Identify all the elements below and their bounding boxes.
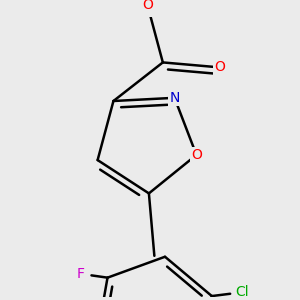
Text: O: O [214, 60, 225, 74]
Text: O: O [142, 0, 153, 12]
Text: F: F [77, 267, 85, 281]
Text: O: O [191, 148, 202, 162]
Text: Cl: Cl [236, 285, 249, 299]
Text: N: N [169, 91, 180, 105]
